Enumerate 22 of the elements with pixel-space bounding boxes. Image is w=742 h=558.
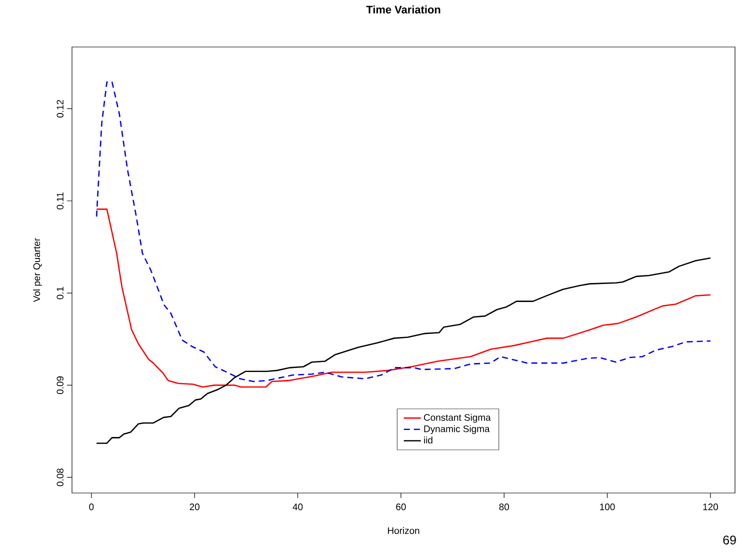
y-tick-label: 0.11 (56, 192, 64, 210)
x-tick-label: 20 (190, 504, 200, 510)
line-series (96, 208, 712, 388)
legend-label: Constant Sigma (424, 414, 491, 423)
y-tick-label: 0.12 (56, 100, 64, 118)
x-tick-label: 80 (499, 504, 509, 510)
legend-label: Dynamic Sigma (424, 425, 490, 434)
x-tick-label: 100 (600, 504, 615, 510)
x-tick-label: 60 (396, 504, 406, 510)
text: 69 (723, 536, 736, 544)
legend-label: iid (424, 436, 432, 444)
y-axis-title: Vol per Quarter (33, 238, 42, 302)
x-axis-title: Horizon (388, 527, 420, 534)
x-tick-label: 120 (703, 504, 718, 510)
y-tick-label: 0.1 (56, 286, 64, 300)
line-series (96, 257, 712, 444)
x-tick-label: 0 (89, 504, 94, 510)
y-tick-label: 0.09 (56, 376, 64, 394)
x-tick-label: 40 (292, 504, 303, 510)
chart-title: Time Variation (366, 5, 440, 14)
y-tick-label: 0.08 (56, 468, 64, 486)
line-series (96, 81, 712, 382)
